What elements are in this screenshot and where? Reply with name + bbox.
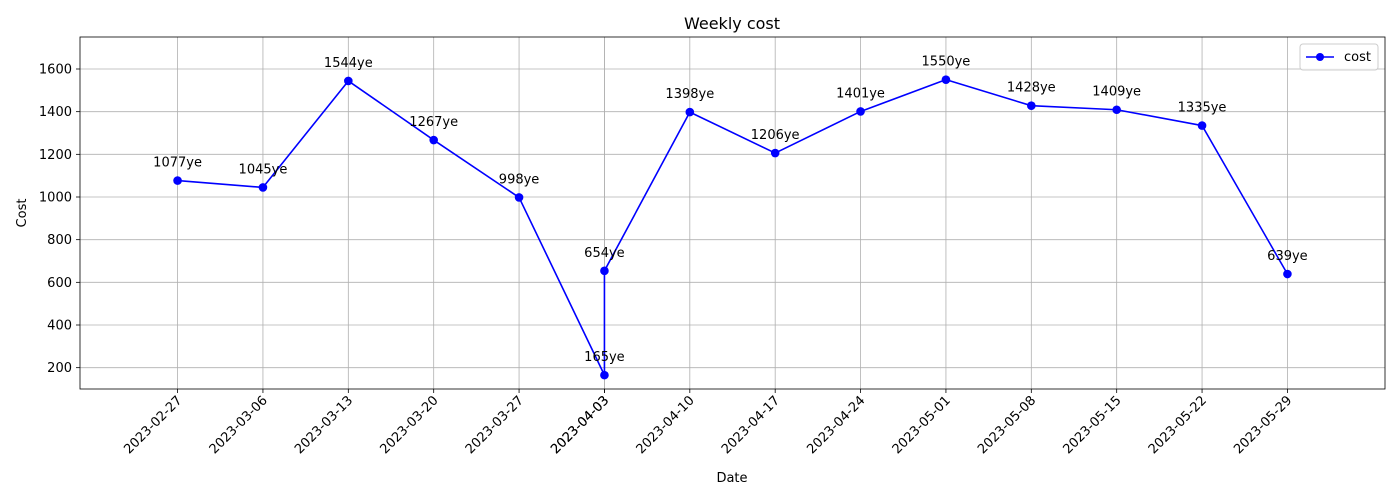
data-point [429,135,438,145]
x-tick-label: 2023-02-27 [121,393,185,457]
data-point [600,370,609,380]
y-axis-label: Cost [15,199,30,228]
data-point [941,75,951,84]
x-tick-label: 2023-05-22 [1146,393,1210,457]
y-tick-label: 1200 [39,148,72,163]
y-tick-label: 1600 [39,63,72,78]
legend-label-cost: cost [1344,50,1371,65]
data-label: 1398ye [665,87,714,102]
y-tick-label: 1000 [39,191,72,206]
data-point [1283,269,1292,279]
x-tick-label: 2023-03-06 [207,393,271,457]
data-label: 1401ye [836,86,885,101]
series-line-cost [177,78,1289,376]
data-label: 998ye [499,172,540,187]
data-label: 654ye [584,246,625,261]
data-point [258,183,268,192]
y-tick-label: 200 [47,361,72,376]
data-label: 1335ye [1178,101,1227,116]
data-label: 1550ye [922,55,971,70]
data-label: 1409ye [1092,85,1141,100]
series-cost [173,75,1292,380]
legend: cost [1299,43,1379,71]
x-axis-label: Date [716,471,747,486]
y-tick-label: 1400 [39,105,72,120]
data-point [173,176,182,185]
x-tick-label: 2023-05-15 [1060,393,1124,457]
data-point [770,148,780,158]
data-point [1197,121,1207,130]
x-tick-label: 2023-05-08 [975,393,1039,457]
y-tick-label: 600 [47,276,72,291]
y-tick-label: 400 [47,319,72,334]
legend-box [1299,43,1379,71]
x-tick-label: 2023-03-27 [463,393,527,457]
data-label: 1045ye [239,162,288,177]
data-point [1112,105,1121,115]
data-point [600,266,609,276]
data-labels: 1077ye 1045ye 1544ye 1267ye 998ye 165ye 654ye 1… [153,55,1308,365]
data-point [344,76,353,86]
plot-frame [79,36,1386,390]
x-tick-label: 2023-03-20 [377,393,441,457]
legend-marker [1316,53,1324,61]
data-point [856,107,865,116]
y-tick-label: 800 [47,233,72,248]
x-tick-label: 2023-04-03 [548,393,612,457]
data-label: 1544ye [324,56,373,71]
data-point [685,107,695,117]
data-label: 639ye [1267,249,1308,264]
x-tick-label: 2023-05-29 [1231,393,1295,457]
data-label: 1267ye [409,115,458,130]
data-point [514,193,524,202]
x-tick-label: 2023-05-01 [890,393,954,457]
x-tick-label: 2023-04-24 [804,393,868,457]
x-tick-label: 2023-04-17 [719,393,783,457]
chart-title: Weekly cost [684,14,780,33]
x-tick-label: 2023-03-13 [292,393,356,457]
grid [80,37,1385,389]
data-label: 1428ye [1007,81,1056,96]
data-label: 1077ye [153,156,202,171]
data-label: 1206ye [751,128,800,143]
data-label: 165ye [584,350,625,365]
x-tick-label: 2023-04-10 [634,393,698,457]
data-point [1027,101,1036,110]
